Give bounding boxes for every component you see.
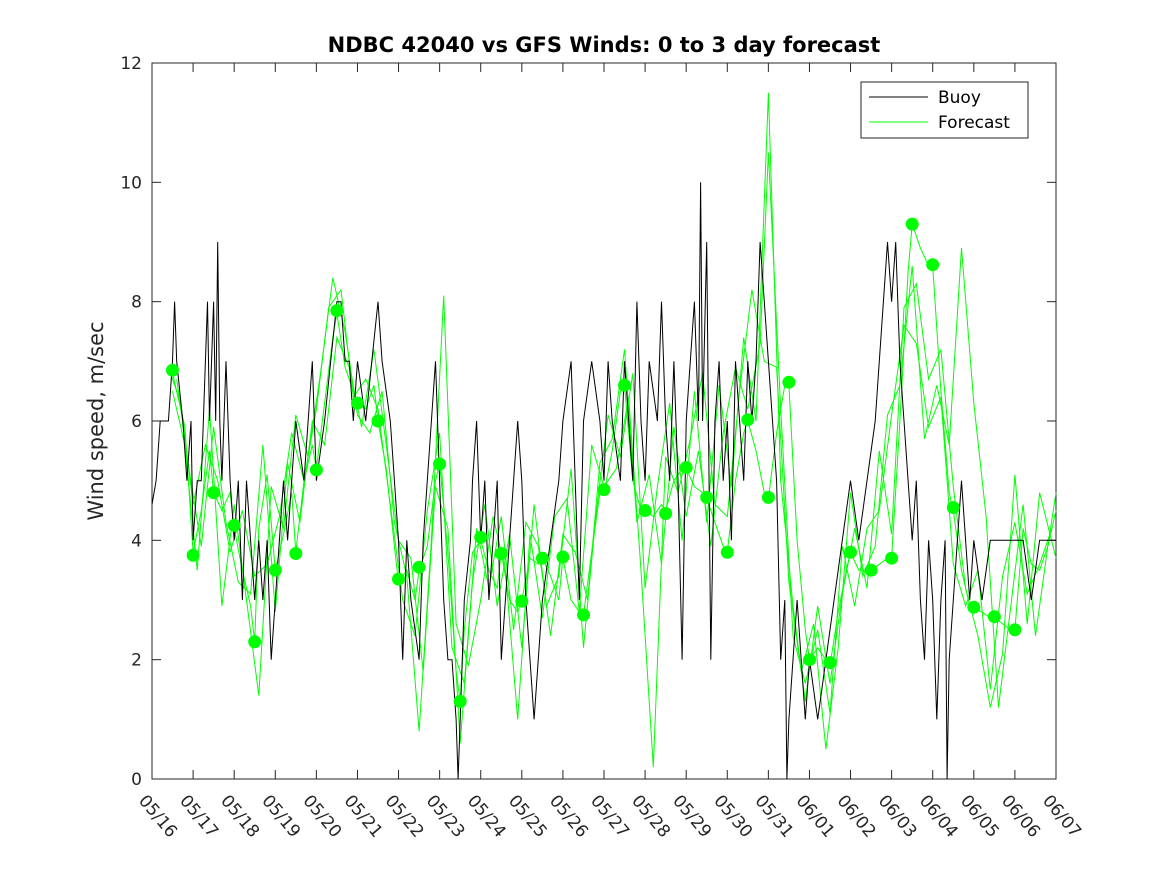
forecast-marker [309,463,323,477]
forecast-marker [987,610,1001,624]
forecast-line [172,223,1057,702]
y-tick-label: 10 [120,173,142,193]
forecast-marker [926,258,940,272]
forecast-marker [577,608,590,622]
chart-title: NDBC 42040 vs GFS Winds: 0 to 3 day fore… [328,33,881,57]
legend-forecast-label: Forecast [938,113,1010,133]
forecast-marker [330,304,344,318]
forecast-marker [741,413,755,427]
forecast-marker [823,656,837,670]
forecast-marker [1008,623,1022,637]
forecast-marker [700,490,714,504]
forecast-marker [782,375,796,389]
forecast-marker [659,507,673,520]
forecast-marker [227,518,241,532]
y-tick-label: 2 [131,651,142,671]
forecast-marker [720,545,734,559]
forecast-marker [803,653,816,667]
forecast-marker [515,594,529,608]
forecast-marker [433,457,447,471]
forecast-marker [371,414,385,428]
forecast-marker [351,396,364,410]
forecast-marker [289,547,303,560]
forecast-marker [556,550,570,564]
legend-buoy-label: Buoy [938,88,981,108]
forecast-marker [967,600,981,614]
forecast-marker [946,501,960,514]
forecast-marker [618,378,631,392]
forecast-marker [638,504,652,517]
y-tick-label: 12 [120,54,142,74]
forecast-marker [474,530,488,544]
forecast-marker [535,551,549,565]
y-tick-label: 4 [131,531,142,551]
forecast-marker [885,551,899,565]
forecast-marker [844,545,857,559]
forecast-marker [268,563,282,577]
buoy-line [151,182,1056,780]
forecast-marker [494,547,508,560]
y-tick-label: 8 [131,293,142,313]
forecast-marker [597,483,611,497]
forecast-marker [679,461,693,474]
forecast-marker [166,363,179,377]
forecast-ensemble-line [167,152,1053,714]
forecast-marker [905,217,919,231]
forecast-marker [207,486,221,500]
plot-border [151,62,1057,780]
forecast-marker [412,560,426,574]
legend-box [860,81,1029,139]
forecast-marker [864,563,878,577]
plot-area [151,92,1057,780]
forecast-ensemble-line [172,247,1057,768]
forecast-marker [186,548,200,562]
forecast-marker [453,694,467,708]
forecast-marker [392,572,405,586]
y-tick-label: 6 [131,412,142,432]
y-axis-label: Wind speed, m/sec [84,321,108,520]
forecast-marker [248,635,262,649]
y-tick-label: 0 [131,770,142,790]
legend: Buoy Forecast [860,81,1029,139]
forecast-marker [761,490,775,504]
